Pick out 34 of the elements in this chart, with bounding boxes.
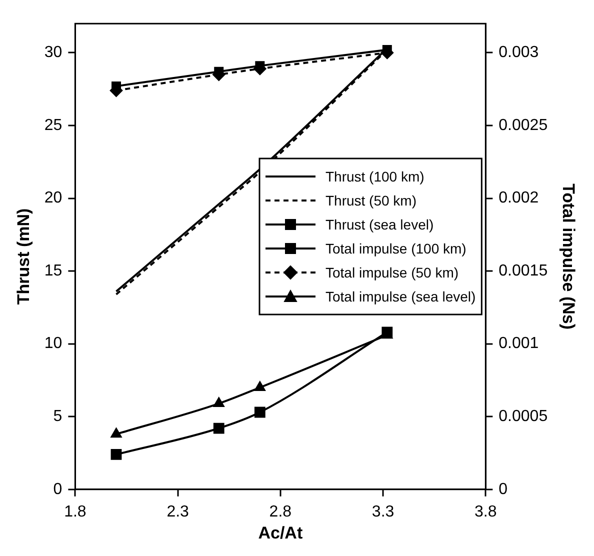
y-tick-label: 5 [53, 408, 62, 426]
y-tick-label: 25 [44, 116, 62, 134]
point [254, 381, 266, 392]
point [110, 428, 122, 438]
y-axis-title: Thrust (mN) [14, 208, 33, 305]
x-tick-label: 1.8 [64, 503, 86, 520]
legend-label: Thrust (50 km) [325, 192, 417, 208]
point [110, 449, 122, 460]
y2-tick-label: 0.003 [498, 44, 539, 62]
y2-tick-label: 0.0015 [498, 262, 548, 280]
x-tick-label: 2.8 [269, 503, 292, 520]
x-tick-label: 3.8 [474, 503, 497, 520]
y2-tick-label: 0.001 [498, 335, 539, 352]
y2-axis-title: Total impulse (Ns) [559, 183, 578, 330]
point [254, 406, 266, 418]
legend-label: Thrust (sea level) [325, 216, 434, 232]
x-axis-title: Ac/At [258, 523, 303, 542]
point [213, 397, 225, 408]
y-tick-label: 10 [44, 335, 62, 352]
y-tick-label: 20 [44, 190, 62, 207]
legend-label: Total impulse (sea level) [325, 288, 476, 304]
legend-label: Thrust (100 km) [325, 168, 424, 184]
x-tick-label: 2.3 [166, 503, 190, 520]
legend-label: Total impulse (100 km) [325, 240, 466, 256]
y2-tick-label: 0.002 [498, 190, 539, 207]
x-tick-label: 3.3 [372, 503, 394, 520]
y-tick-label: 0 [53, 480, 62, 498]
y-tick-label: 30 [44, 44, 62, 62]
point [213, 422, 224, 434]
legend-label: Total impulse (50 km) [325, 264, 459, 280]
y2-tick-label: 0.0005 [498, 408, 548, 426]
y-tick-label: 15 [44, 262, 62, 280]
y2-tick-label: 0.0025 [498, 116, 548, 134]
y2-tick-label: 0 [498, 480, 508, 498]
